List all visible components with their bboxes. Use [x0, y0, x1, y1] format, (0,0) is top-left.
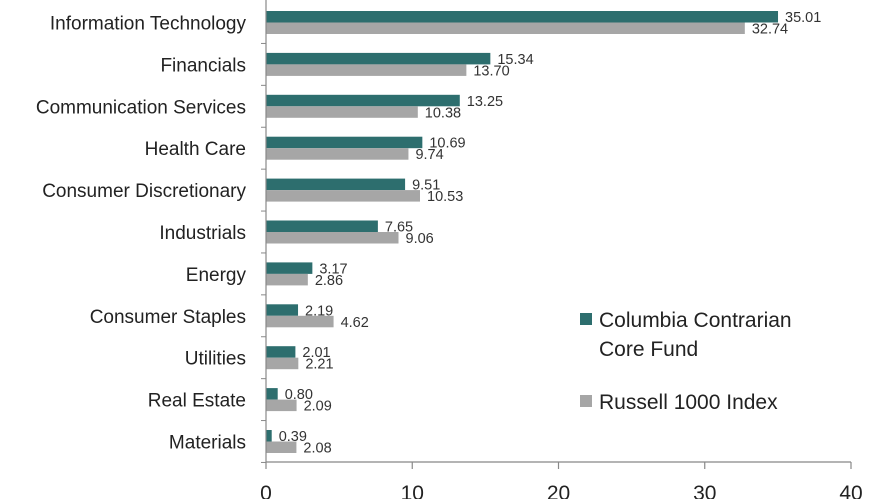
index-value-label-real-estate: 2.09 [304, 399, 332, 415]
legend-label-fund-line-2: Core Fund [599, 338, 698, 361]
category-label-energy: Energy [186, 265, 247, 286]
legend: Columbia Contrarian Core Fund Russell 1000… [580, 309, 792, 414]
index-value-label-industrials: 9.06 [406, 231, 434, 247]
fund-bar-health-care [266, 136, 423, 149]
fund-value-label-real-estate: 0.80 [285, 387, 313, 403]
category-label-utilities: Utilities [185, 349, 246, 370]
x-tick-label-40: 40 [839, 482, 862, 499]
index-bar-consumer-discretionary [266, 190, 421, 202]
index-value-label-utilities: 2.21 [305, 357, 333, 373]
category-label-financials: Financials [160, 55, 246, 76]
index-value-label-consumer-discretionary: 10.53 [427, 189, 463, 205]
fund-value-label-utilities: 2.01 [302, 345, 330, 361]
category-label-real-estate: Real Estate [148, 391, 246, 412]
index-bar-consumer-staples [266, 315, 334, 328]
index-bar-information-technology [266, 22, 745, 34]
category-label-information-technology: Information Technology [50, 14, 247, 35]
axes-group: Information Technology Financials Communic… [36, 0, 863, 499]
index-value-label-materials: 2.08 [303, 441, 331, 457]
fund-value-label-financials: 15.34 [497, 52, 533, 68]
category-label-health-care: Health Care [145, 139, 246, 160]
index-bar-health-care [266, 148, 409, 160]
index-bar-energy [266, 273, 308, 286]
fund-bar-materials [266, 430, 272, 442]
fund-bar-financials [266, 52, 491, 65]
index-value-label-consumer-staples: 4.62 [341, 315, 369, 331]
x-tick-label-20: 20 [547, 482, 570, 499]
fund-bar-consumer-staples [266, 304, 299, 316]
fund-value-label-energy: 3.17 [319, 261, 347, 277]
fund-bar-consumer-discretionary [266, 178, 406, 191]
index-value-label-information-technology: 32.74 [752, 22, 788, 38]
index-bar-financials [266, 64, 467, 76]
index-bar-real-estate [266, 399, 297, 412]
fund-value-label-consumer-discretionary: 9.51 [412, 178, 440, 194]
category-label-consumer-discretionary: Consumer Discretionary [42, 181, 246, 202]
x-tick-label-0: 0 [260, 482, 272, 499]
legend-swatch-index [580, 395, 592, 407]
category-label-materials: Materials [169, 433, 246, 454]
fund-bar-communication-services [266, 94, 460, 107]
legend-swatch-fund [580, 313, 592, 325]
index-bar-materials [266, 441, 297, 453]
fund-value-label-industrials: 7.65 [385, 220, 413, 236]
fund-bar-energy [266, 262, 313, 274]
fund-value-label-consumer-staples: 2.19 [305, 303, 333, 319]
fund-value-label-communication-services: 13.25 [467, 94, 503, 110]
fund-bar-information-technology [266, 11, 779, 23]
index-value-label-energy: 2.86 [315, 273, 343, 289]
fund-value-label-health-care: 10.69 [429, 136, 465, 152]
legend-label-index-line-1: Russell 1000 Index [599, 391, 778, 414]
index-bar-communication-services [266, 106, 418, 118]
index-value-label-health-care: 9.74 [415, 147, 443, 163]
category-label-industrials: Industrials [159, 223, 246, 244]
fund-bar-real-estate [266, 388, 278, 400]
fund-value-label-information-technology: 35.01 [785, 10, 821, 26]
index-bar-utilities [266, 357, 299, 370]
x-tick-label-10: 10 [401, 482, 424, 499]
category-label-communication-services: Communication Services [36, 97, 246, 118]
index-value-label-financials: 13.70 [473, 63, 509, 79]
fund-bar-utilities [266, 346, 296, 358]
fund-value-label-materials: 0.39 [279, 429, 307, 445]
fund-bar-industrials [266, 220, 378, 232]
x-tick-label-30: 30 [693, 482, 716, 499]
legend-label-fund-line-1: Columbia Contrarian [599, 309, 792, 332]
category-label-consumer-staples: Consumer Staples [90, 307, 246, 328]
index-value-label-communication-services: 10.38 [425, 105, 461, 121]
index-bar-industrials [266, 232, 399, 244]
